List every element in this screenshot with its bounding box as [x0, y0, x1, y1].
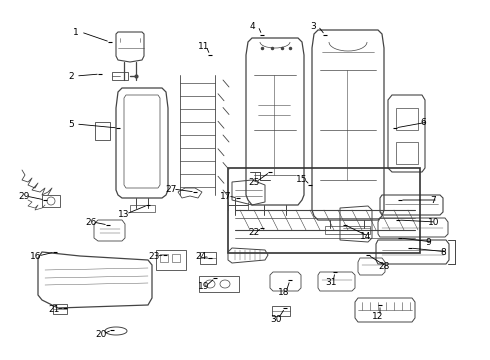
Text: 3: 3 — [310, 22, 316, 31]
Text: 14: 14 — [360, 232, 371, 241]
Text: 8: 8 — [440, 248, 446, 257]
Bar — [396, 142, 418, 164]
Text: 12: 12 — [372, 312, 383, 321]
Bar — [396, 108, 418, 130]
Bar — [228, 168, 420, 253]
Text: 18: 18 — [278, 288, 290, 297]
Text: 15: 15 — [296, 175, 308, 184]
Text: 19: 19 — [198, 282, 210, 291]
Text: 26: 26 — [85, 218, 97, 227]
Text: 2: 2 — [68, 72, 73, 81]
Text: 11: 11 — [198, 42, 210, 51]
Bar — [172, 254, 180, 262]
Text: 31: 31 — [325, 278, 337, 287]
Text: 9: 9 — [425, 238, 431, 247]
Text: 6: 6 — [420, 118, 426, 127]
Text: 5: 5 — [68, 120, 74, 129]
Bar — [272, 306, 290, 316]
Text: 23: 23 — [148, 252, 159, 261]
Text: 16: 16 — [30, 252, 42, 261]
Bar — [42, 195, 60, 207]
Text: 22: 22 — [248, 228, 259, 237]
Text: 13: 13 — [118, 210, 129, 219]
Bar — [112, 72, 128, 80]
Text: 10: 10 — [428, 218, 440, 227]
Text: 17: 17 — [220, 192, 231, 201]
Text: 7: 7 — [430, 196, 436, 205]
Text: 28: 28 — [378, 262, 390, 271]
Text: 20: 20 — [95, 330, 106, 339]
Text: 25: 25 — [248, 178, 259, 187]
Bar — [199, 276, 239, 292]
Text: 24: 24 — [195, 252, 206, 261]
Text: 27: 27 — [165, 185, 176, 194]
Text: 30: 30 — [270, 315, 281, 324]
Text: 21: 21 — [48, 305, 59, 314]
Text: 29: 29 — [18, 192, 29, 201]
Bar — [156, 250, 186, 270]
Bar — [53, 304, 67, 314]
Text: 4: 4 — [250, 22, 256, 31]
Bar — [200, 252, 216, 264]
Text: 1: 1 — [73, 28, 79, 37]
Bar — [160, 254, 168, 262]
